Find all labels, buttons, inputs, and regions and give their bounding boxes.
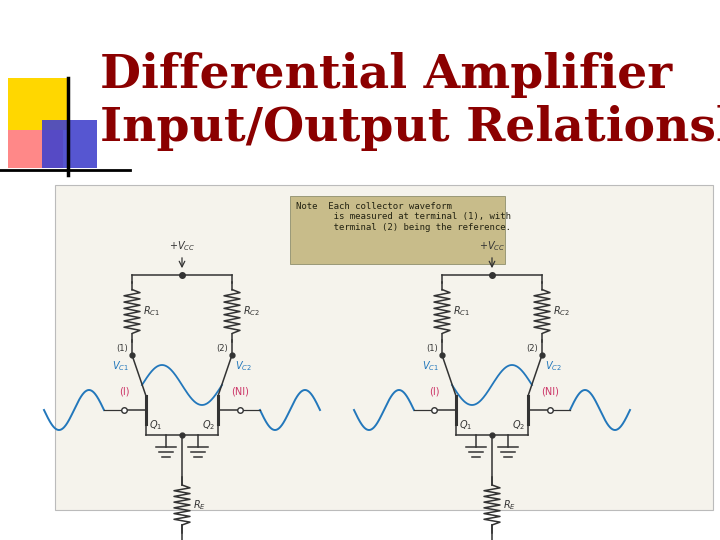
Text: $R_E$: $R_E$ xyxy=(193,498,206,512)
Text: $Q_1$: $Q_1$ xyxy=(149,418,162,432)
Text: Note  Each collector waveform
       is measured at terminal (1), with
       te: Note Each collector waveform is measured… xyxy=(296,202,511,232)
Text: $+V_{CC}$: $+V_{CC}$ xyxy=(169,239,195,253)
Bar xyxy=(55,185,713,510)
Text: (I): (I) xyxy=(119,386,130,396)
Text: $R_{C1}$: $R_{C1}$ xyxy=(453,305,470,319)
Text: $R_{C1}$: $R_{C1}$ xyxy=(143,305,160,319)
Text: (1): (1) xyxy=(426,344,438,353)
Text: $V_{C2}$: $V_{C2}$ xyxy=(235,359,252,373)
Text: Input/Output Relationships: Input/Output Relationships xyxy=(100,105,720,151)
Text: $Q_2$: $Q_2$ xyxy=(512,418,525,432)
Text: $Q_2$: $Q_2$ xyxy=(202,418,215,432)
Bar xyxy=(290,196,505,264)
Text: $R_{C2}$: $R_{C2}$ xyxy=(553,305,570,319)
Text: (NI): (NI) xyxy=(231,386,249,396)
Text: $Q_1$: $Q_1$ xyxy=(459,418,472,432)
Text: $R_{C2}$: $R_{C2}$ xyxy=(243,305,260,319)
Bar xyxy=(8,120,63,168)
Text: (I): (I) xyxy=(428,386,439,396)
Text: Differential Amplifier: Differential Amplifier xyxy=(100,52,672,98)
Text: $V_{C2}$: $V_{C2}$ xyxy=(545,359,562,373)
Text: $V_{C1}$: $V_{C1}$ xyxy=(422,359,439,373)
Text: $+V_{CC}$: $+V_{CC}$ xyxy=(479,239,505,253)
Text: (1): (1) xyxy=(116,344,128,353)
Bar xyxy=(8,78,70,130)
Text: (NI): (NI) xyxy=(541,386,559,396)
Bar xyxy=(42,120,97,168)
Text: $V_{C1}$: $V_{C1}$ xyxy=(112,359,129,373)
Text: $R_E$: $R_E$ xyxy=(503,498,516,512)
Text: (2): (2) xyxy=(526,344,538,353)
Text: (2): (2) xyxy=(216,344,228,353)
